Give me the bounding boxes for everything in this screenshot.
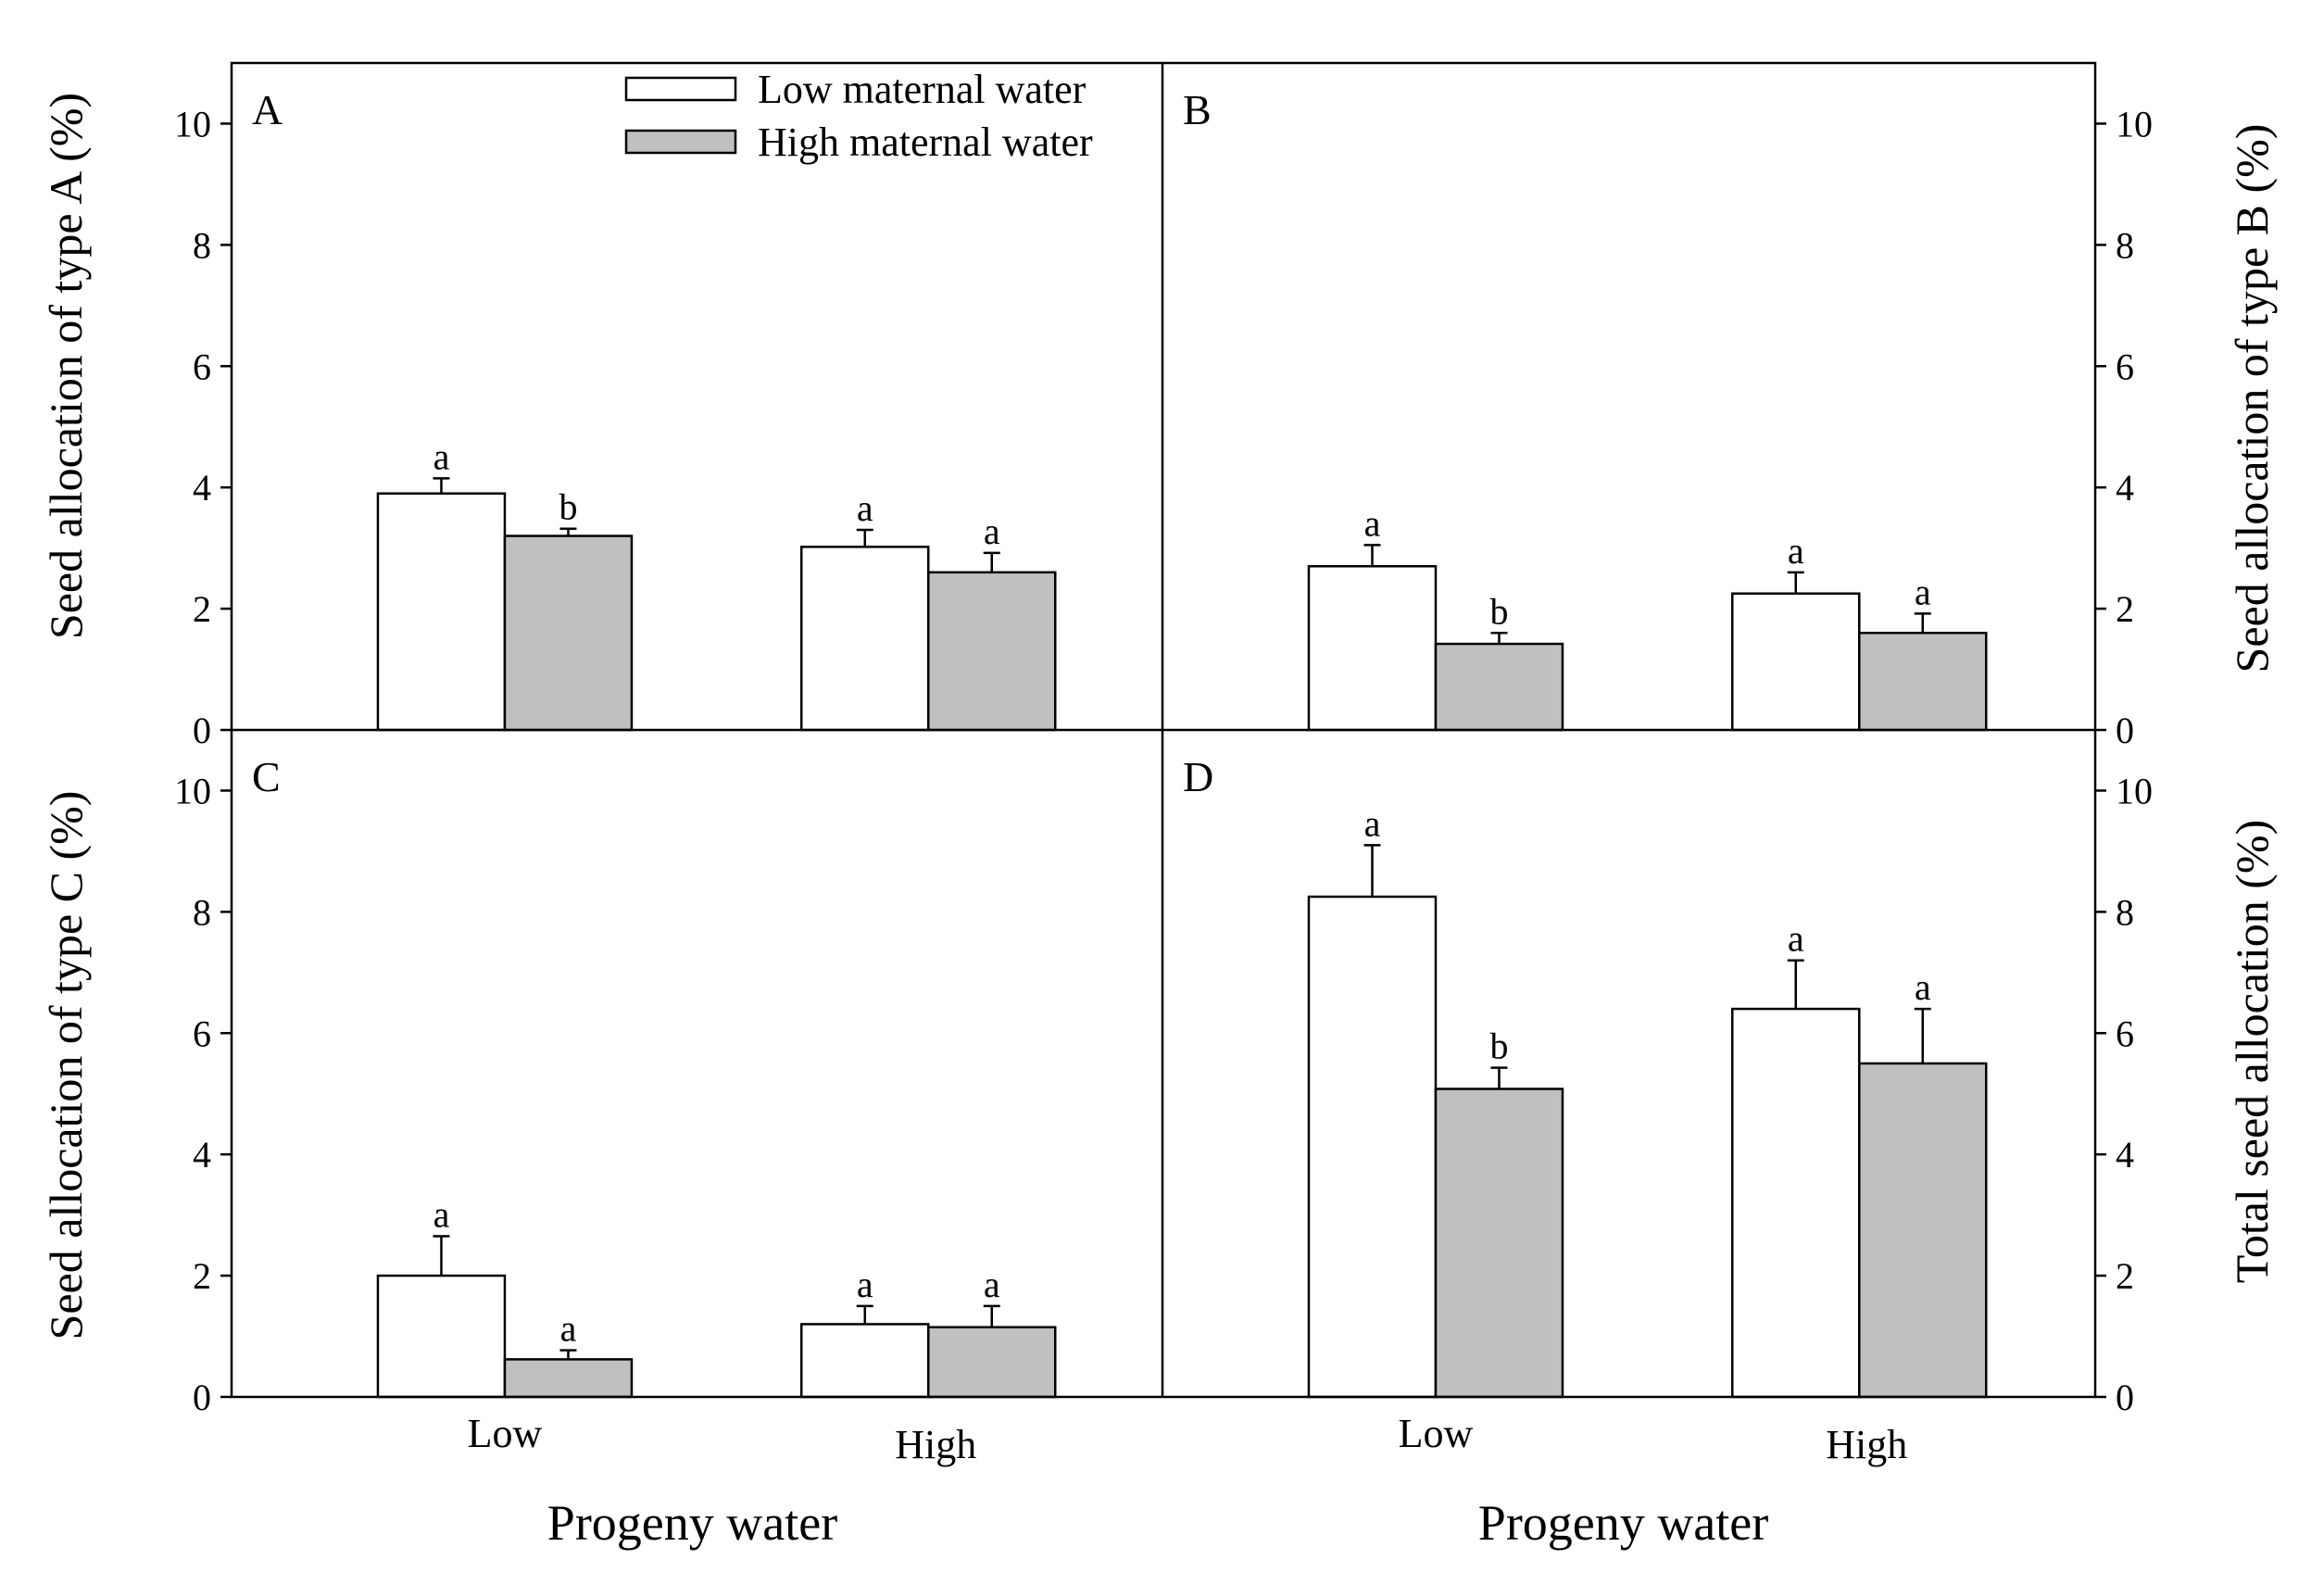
y-tick-label-c: 2: [193, 1255, 211, 1297]
significance-label: a: [433, 1194, 450, 1236]
y-tick-label-d: 10: [2116, 770, 2153, 811]
y-tick-label-d: 6: [2116, 1012, 2134, 1054]
x-tick-label-right-high: High: [1826, 1422, 1907, 1467]
y-tick-label-c: 10: [174, 770, 211, 811]
significance-label: a: [1915, 966, 1931, 1008]
y-tick-label-a: 8: [193, 224, 211, 266]
y-tick-label-d: 4: [2116, 1134, 2134, 1176]
y-axis-title-a: Seed allocation of type A (%): [40, 93, 92, 639]
legend-swatch-low-maternal: [624, 76, 737, 102]
y-axis-title-d: Total seed allocation (%): [2226, 820, 2278, 1283]
bar-c-high-low-maternal: [799, 1323, 930, 1399]
panel-d: Da b a a: [1183, 753, 1988, 1399]
y-tick-label-a: 6: [193, 346, 211, 387]
legend-swatch-high-maternal: [624, 129, 737, 155]
y-axis-title-c: Seed allocation of type C (%): [40, 791, 92, 1340]
significance-label: a: [1788, 918, 1804, 960]
panel-b: Ba b a a: [1183, 86, 1988, 732]
bar-a-high-low-maternal: [799, 546, 930, 732]
significance-label: a: [1788, 530, 1804, 572]
y-tick-label-b: 4: [2116, 467, 2134, 509]
panel-letter-b: B: [1183, 86, 1212, 133]
panel-a: Aa b a a: [252, 86, 1057, 732]
significance-label: a: [1364, 502, 1381, 544]
significance-label: a: [857, 1264, 873, 1305]
significance-label: a: [1915, 571, 1931, 612]
significance-label: a: [560, 1308, 577, 1350]
significance-label: b: [1489, 1025, 1508, 1067]
panel-letter-d: D: [1183, 753, 1213, 800]
y-tick-label-b: 10: [2116, 103, 2153, 145]
significance-label: b: [1489, 590, 1508, 632]
panel-letter-c: C: [252, 753, 281, 800]
y-tick-label-c: 4: [193, 1134, 211, 1176]
legend: Low maternal water High maternal water: [624, 67, 1093, 165]
y-tick-label-c: 6: [193, 1012, 211, 1054]
bar-d-low-high-maternal: [1434, 1088, 1564, 1399]
significance-label: a: [984, 510, 1000, 552]
panels-group: Aa b a a Ba b a a Ca a a a Da b a a: [252, 86, 1988, 1399]
y-tick-label-a: 0: [193, 710, 211, 751]
significance-label: b: [559, 486, 577, 528]
panel-c: Ca a a a: [252, 753, 1057, 1399]
y-tick-label-d: 2: [2116, 1255, 2134, 1297]
bar-c-low-high-maternal: [503, 1358, 634, 1399]
y-tick-label-a: 4: [193, 467, 211, 509]
bar-a-high-high-maternal: [926, 571, 1057, 732]
legend-label-low-maternal: Low maternal water: [758, 67, 1087, 112]
y-tick-label-a: 2: [193, 588, 211, 630]
y-tick-label-c: 8: [193, 891, 211, 933]
y-tick-label-b: 0: [2116, 710, 2134, 751]
x-axis-title-right: Progeny water: [1478, 1495, 1768, 1551]
bar-a-low-low-maternal: [376, 492, 507, 732]
x-tick-label-left-low: Low: [468, 1411, 543, 1456]
y-tick-label-d: 0: [2116, 1377, 2134, 1418]
bar-d-low-low-maternal: [1307, 895, 1438, 1399]
significance-label: a: [1364, 802, 1381, 844]
bar-a-low-high-maternal: [503, 534, 634, 732]
bar-c-low-low-maternal: [376, 1274, 507, 1399]
x-axis-title-left: Progeny water: [547, 1495, 837, 1551]
legend-label-high-maternal: High maternal water: [758, 119, 1093, 165]
y-tick-label-d: 8: [2116, 891, 2134, 933]
y-tick-label-b: 6: [2116, 346, 2134, 387]
y-tick-label-c: 0: [193, 1377, 211, 1418]
significance-label: a: [857, 487, 873, 529]
x-tick-label-left-high: High: [895, 1422, 976, 1467]
bar-d-high-low-maternal: [1730, 1007, 1861, 1399]
y-tick-label-a: 10: [174, 103, 211, 145]
bar-c-high-high-maternal: [926, 1326, 1057, 1399]
bar-b-high-low-maternal: [1730, 592, 1861, 732]
panel-letter-a: A: [252, 86, 283, 133]
bar-b-low-high-maternal: [1434, 642, 1564, 732]
y-tick-label-b: 8: [2116, 224, 2134, 266]
axes-group: 0 2 4 6 8 10 0 2 4 6 8 10 0 2 4 6 8 10 0 2 4 6 8 10 Seed allocat…: [40, 93, 2278, 1551]
y-tick-label-b: 2: [2116, 588, 2134, 630]
y-axis-title-b: Seed allocation of type B (%): [2226, 124, 2278, 673]
bar-b-low-low-maternal: [1307, 565, 1438, 732]
significance-label: a: [433, 435, 450, 477]
bar-d-high-high-maternal: [1857, 1062, 1988, 1399]
significance-label: a: [984, 1264, 1000, 1305]
bar-b-high-high-maternal: [1857, 632, 1988, 732]
x-tick-label-right-low: Low: [1399, 1411, 1474, 1456]
